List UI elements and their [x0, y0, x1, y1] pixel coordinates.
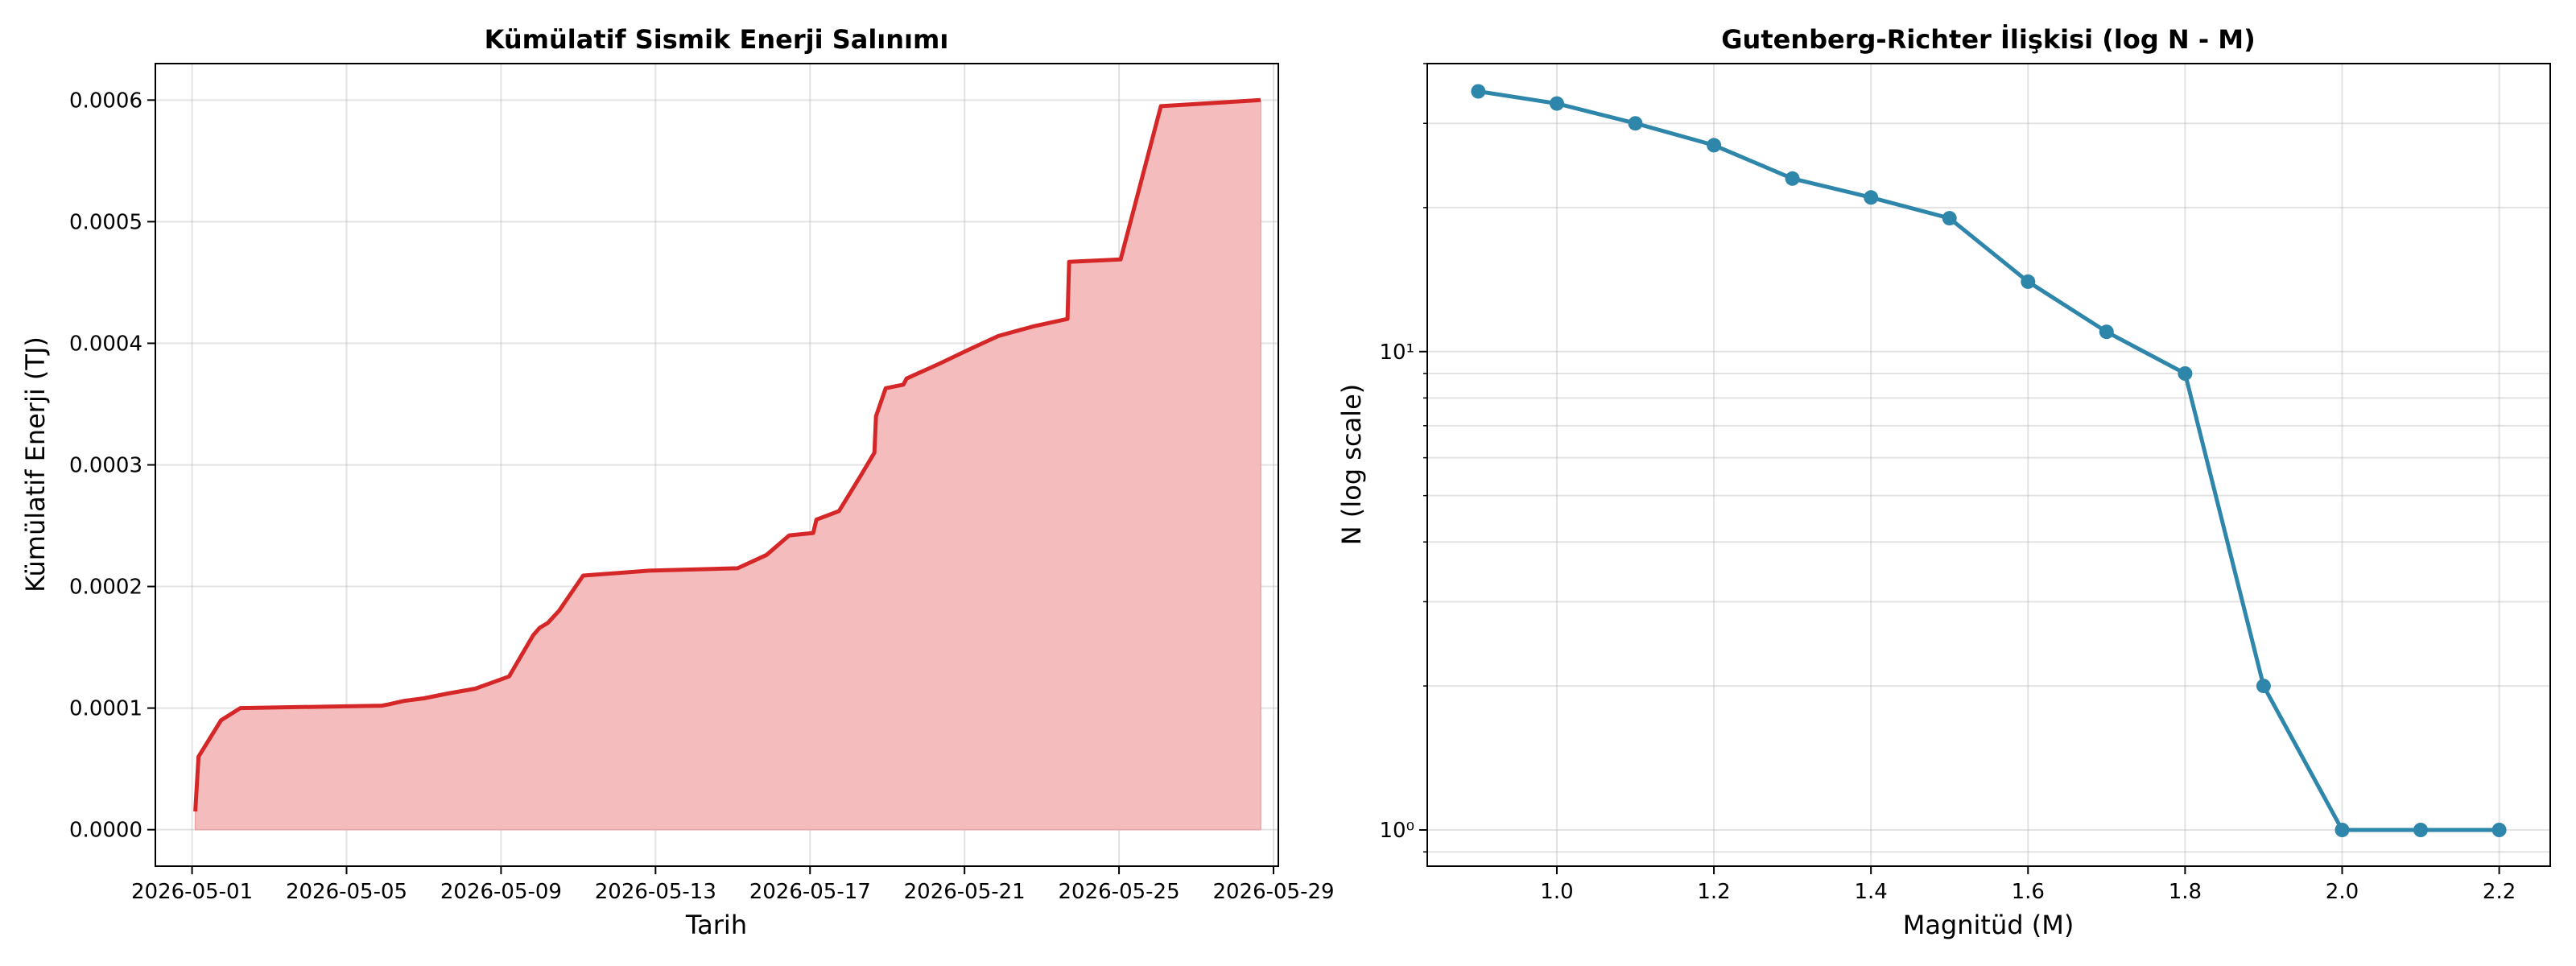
y-tick-label: 0.0000	[69, 819, 142, 843]
gutenberg-richter-point	[1942, 211, 1957, 226]
gutenberg-richter-point	[2256, 679, 2271, 694]
gutenberg-richter-grid	[1427, 63, 2550, 866]
x-tick-label: 2026-05-29	[1212, 880, 1334, 904]
gutenberg-richter-point	[1550, 96, 1564, 111]
gutenberg-richter-point	[2491, 823, 2507, 837]
cumulative-energy-ylabel: Kümülatif Enerji (TJ)	[20, 336, 51, 592]
gutenberg-richter-point	[2099, 324, 2114, 340]
x-tick-label: 1.4	[1854, 880, 1887, 904]
cumulative-energy-marks	[193, 97, 1261, 831]
x-tick-label: 1.2	[1697, 880, 1730, 904]
gutenberg-richter-point	[2178, 366, 2193, 381]
x-tick-label: 2026-05-05	[286, 880, 407, 904]
cumulative-energy-ticks: 2026-05-01 2026-05-05 2026-05-09 2026-05-13…	[69, 89, 1335, 904]
gutenberg-richter-xlabel: Magnitüd (M)	[1903, 910, 2074, 940]
x-tick-label: 2026-05-09	[440, 880, 562, 904]
gutenberg-richter-point	[1785, 171, 1800, 186]
y-tick-label: 10⁰	[1379, 819, 1414, 843]
gutenberg-richter-ylabel: N (log scale)	[1336, 384, 1367, 545]
y-tick-label: 0.0003	[69, 454, 142, 478]
gutenberg-richter-point	[2021, 274, 2036, 289]
gutenberg-richter-point	[1864, 190, 1879, 205]
x-tick-label: 2.2	[2483, 880, 2516, 904]
cumulative-energy-title: Kümülatif Sismik Enerji Salınımı	[485, 24, 949, 55]
gutenberg-richter-plot-frame	[1426, 63, 2551, 867]
x-tick-label: 2.0	[2326, 880, 2359, 904]
x-tick-label: 2026-05-01	[131, 880, 253, 904]
x-tick-label: 2026-05-21	[904, 880, 1026, 904]
x-tick-label: 2026-05-13	[595, 880, 716, 904]
gutenberg-richter-marks	[1471, 84, 2507, 837]
gutenberg-richter-point	[1628, 116, 1643, 131]
x-tick-label: 2026-05-17	[749, 880, 871, 904]
y-tick-label: 0.0006	[69, 89, 142, 113]
gutenberg-richter-point	[1707, 138, 1722, 153]
x-tick-label: 1.6	[2012, 880, 2045, 904]
y-tick-label: 10¹	[1379, 341, 1414, 365]
gutenberg-richter-chart: 1.0 1.2 1.4 1.6 1.8 2.0 2.2 10⁰ 10¹ Gutenberg-Ri…	[1336, 24, 2551, 940]
cumulative-energy-line	[193, 97, 1261, 812]
x-tick-label: 2026-05-25	[1059, 880, 1180, 904]
gutenberg-richter-point	[2334, 823, 2350, 837]
cumulative-energy-xlabel: Tarih	[685, 910, 747, 940]
gutenberg-richter-line	[1478, 89, 2500, 832]
y-tick-label: 0.0005	[69, 210, 142, 234]
gutenberg-richter-point	[1471, 84, 1486, 99]
gutenberg-richter-point	[2413, 823, 2428, 837]
y-tick-label: 0.0004	[69, 332, 142, 356]
x-tick-label: 1.0	[1540, 880, 1573, 904]
y-tick-label: 0.0001	[69, 697, 142, 721]
y-tick-label: 0.0002	[69, 576, 142, 600]
cumulative-energy-chart: 2026-05-01 2026-05-05 2026-05-09 2026-05-13…	[20, 24, 1335, 940]
gutenberg-richter-title: Gutenberg-Richter İlişkisi (log N - M)	[1721, 24, 2255, 55]
gutenberg-richter-ticks: 1.0 1.2 1.4 1.6 1.8 2.0 2.2 10⁰ 10¹	[1379, 63, 2516, 904]
x-tick-label: 1.8	[2169, 880, 2202, 904]
